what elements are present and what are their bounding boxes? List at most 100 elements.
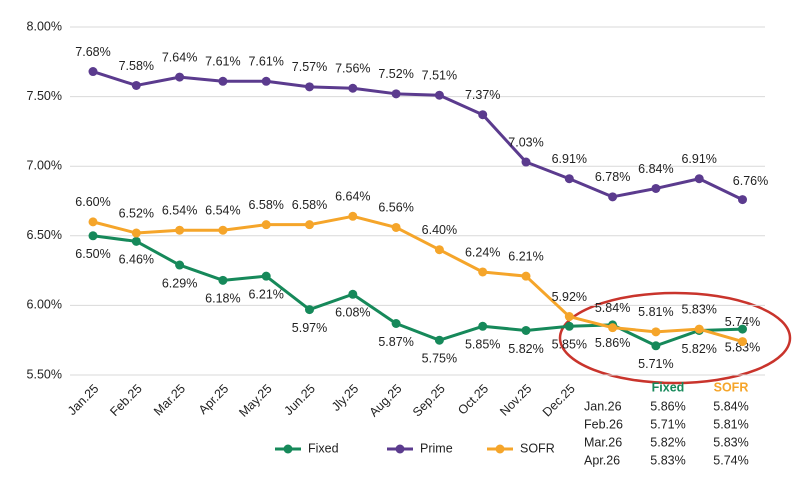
- data-point: [391, 318, 401, 328]
- data-label: 7.61%: [248, 55, 283, 69]
- data-label: 5.83%: [681, 302, 716, 316]
- data-point: [651, 341, 661, 351]
- data-label: 6.21%: [248, 287, 283, 301]
- data-point: [348, 289, 358, 299]
- data-point: [305, 82, 314, 92]
- data-point: [738, 337, 747, 347]
- x-tick-label: Jun.25: [282, 382, 318, 418]
- data-label: 6.18%: [205, 292, 240, 306]
- data-label: 6.64%: [335, 190, 370, 204]
- data-point: [738, 324, 747, 334]
- table-row-label: Mar.26: [584, 435, 622, 449]
- data-label: 6.24%: [465, 245, 500, 259]
- y-tick-label: 7.50%: [27, 89, 62, 103]
- data-label: 5.85%: [552, 338, 587, 352]
- data-label: 5.75%: [422, 351, 457, 365]
- data-label: 6.78%: [595, 170, 630, 184]
- data-point: [261, 271, 271, 281]
- table-row-label: Apr.26: [584, 453, 620, 467]
- data-label: 6.21%: [508, 249, 543, 263]
- data-point: [175, 72, 185, 82]
- table-cell: 5.81%: [713, 417, 748, 431]
- y-tick-label: 6.00%: [27, 298, 62, 312]
- data-label: 6.50%: [75, 247, 110, 261]
- data-point: [88, 67, 98, 77]
- data-point: [521, 325, 531, 335]
- data-label: 7.37%: [465, 88, 500, 102]
- x-tick-label: Sep.25: [410, 382, 448, 420]
- data-point: [564, 321, 574, 331]
- data-label: 6.08%: [335, 306, 370, 320]
- data-label: 5.71%: [638, 357, 673, 371]
- x-tick-label: Dec.25: [540, 382, 578, 420]
- x-tick-label: Aug.25: [367, 382, 405, 420]
- data-point: [131, 228, 141, 238]
- data-label: 5.83%: [725, 340, 760, 354]
- data-point: [218, 275, 228, 285]
- data-label: 7.56%: [335, 62, 370, 76]
- data-label: 6.56%: [378, 201, 413, 215]
- data-point: [694, 324, 704, 334]
- y-tick-label: 6.50%: [27, 228, 62, 242]
- y-tick-label: 8.00%: [27, 19, 62, 33]
- data-point: [608, 323, 618, 333]
- data-point: [218, 225, 228, 235]
- table-row-label: Jan.26: [584, 399, 622, 413]
- data-label: 7.51%: [422, 69, 457, 83]
- data-point: [434, 245, 444, 255]
- data-point: [738, 195, 747, 205]
- data-point: [175, 260, 185, 270]
- data-point: [305, 220, 314, 230]
- x-tick-label: May.25: [236, 382, 274, 420]
- data-point: [564, 174, 574, 184]
- data-label: 6.58%: [248, 198, 283, 212]
- table-cell: 5.82%: [650, 435, 685, 449]
- legend-label: Fixed: [308, 441, 339, 455]
- table-cell: 5.86%: [650, 399, 685, 413]
- highlight-ellipse: [558, 291, 792, 385]
- data-point: [434, 90, 444, 100]
- legend-label: SOFR: [520, 441, 555, 455]
- data-label: 6.46%: [119, 253, 154, 267]
- data-label: 7.64%: [162, 50, 197, 64]
- data-label: 6.58%: [292, 198, 327, 212]
- legend-marker: [395, 444, 405, 454]
- data-label: 7.58%: [119, 59, 154, 73]
- series-line: [92, 234, 743, 348]
- data-label: 6.91%: [681, 152, 716, 166]
- legend-marker: [283, 444, 293, 454]
- data-label: 6.84%: [638, 162, 673, 176]
- data-point: [131, 236, 141, 246]
- data-label: 5.74%: [725, 315, 760, 329]
- data-label: 7.61%: [205, 55, 240, 69]
- data-point: [478, 110, 488, 120]
- data-point: [478, 321, 488, 331]
- data-point: [478, 267, 488, 277]
- data-point: [391, 222, 401, 232]
- table-header: SOFR: [714, 380, 749, 394]
- x-tick-label: Jly.25: [329, 382, 361, 414]
- data-point: [521, 157, 531, 167]
- data-label: 6.60%: [75, 195, 110, 209]
- data-label: 5.82%: [508, 342, 543, 356]
- y-tick-label: 5.50%: [27, 367, 62, 381]
- data-label: 6.91%: [552, 152, 587, 166]
- data-label: 5.82%: [681, 342, 716, 356]
- data-label: 7.03%: [508, 135, 543, 149]
- data-label: 6.54%: [162, 204, 197, 218]
- data-label: 5.84%: [595, 301, 630, 315]
- x-tick-label: Nov.25: [497, 382, 534, 419]
- data-point: [131, 80, 141, 90]
- x-tick-label: Mar.25: [151, 382, 188, 419]
- data-label: 5.85%: [465, 338, 500, 352]
- data-label: 6.76%: [733, 174, 768, 188]
- data-point: [348, 211, 358, 221]
- data-label: 6.40%: [422, 223, 457, 237]
- table-cell: 5.83%: [650, 453, 685, 467]
- data-label: 7.57%: [292, 60, 327, 74]
- x-tick-label: Apr.25: [196, 382, 231, 417]
- data-point: [88, 231, 98, 241]
- data-point: [305, 305, 314, 315]
- data-label: 5.86%: [595, 336, 630, 350]
